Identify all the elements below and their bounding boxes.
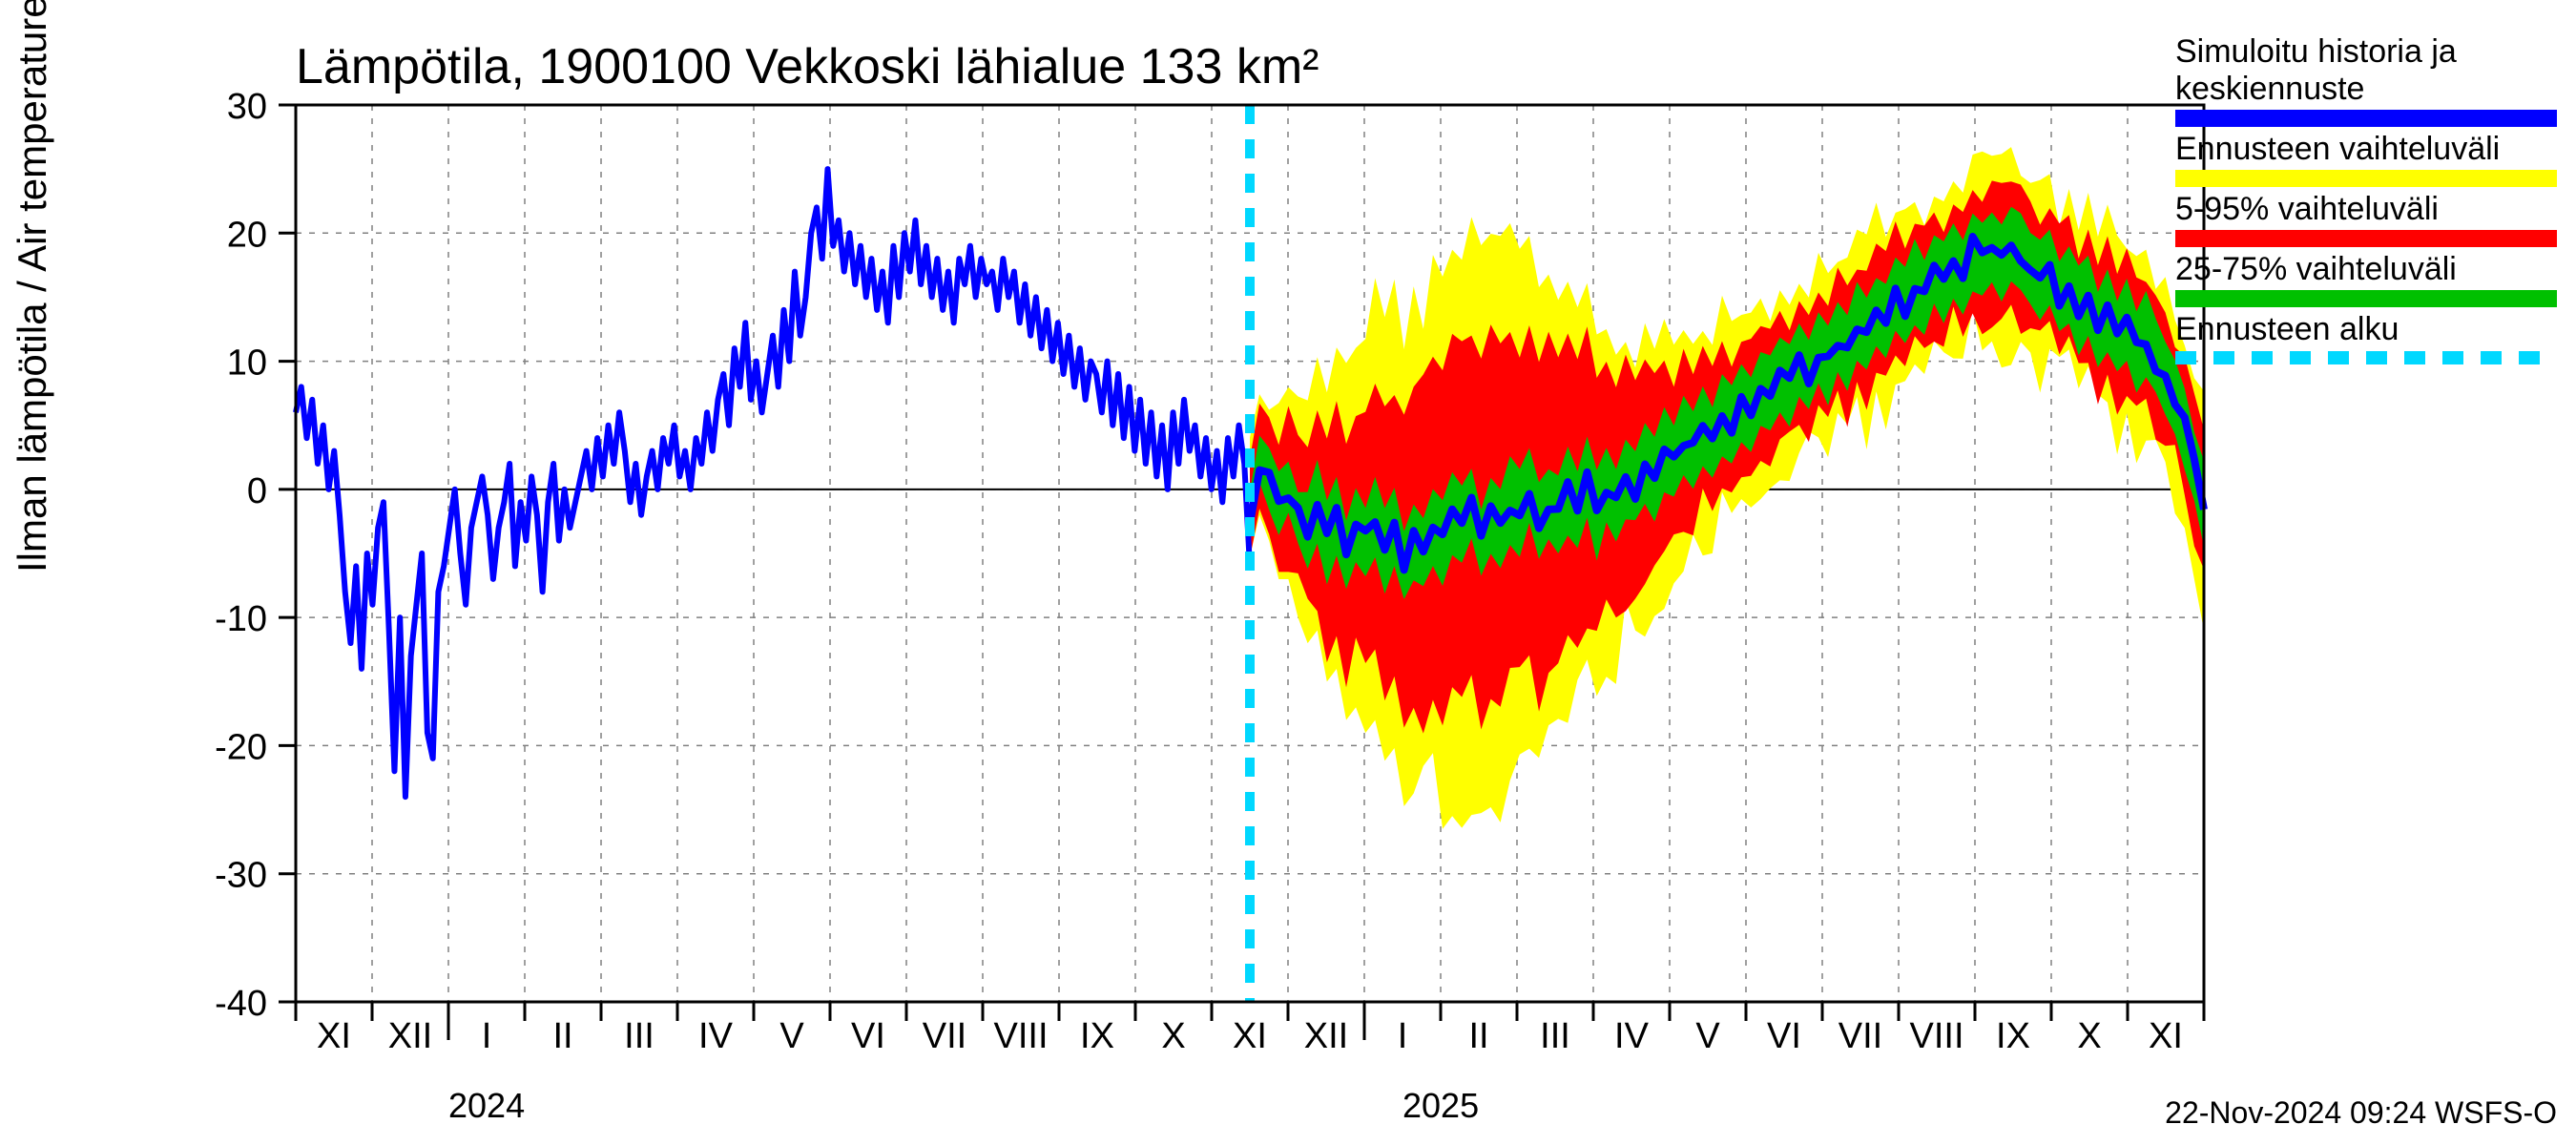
legend-label: Simuloitu historia ja keskiennuste	[2175, 33, 2557, 108]
legend-item-start: Ennusteen alku	[2175, 311, 2557, 364]
legend-item-sim: Simuloitu historia ja keskiennuste	[2175, 33, 2557, 127]
svg-text:-10: -10	[215, 599, 267, 639]
svg-text:V: V	[1695, 1016, 1720, 1056]
svg-text:XII: XII	[388, 1016, 432, 1056]
legend-label: 5-95% vaihteluväli	[2175, 191, 2557, 228]
svg-text:VIII: VIII	[1909, 1016, 1963, 1056]
legend-item-p50: 25-75% vaihteluväli	[2175, 251, 2557, 307]
svg-text:IX: IX	[1080, 1016, 1114, 1056]
svg-text:IV: IV	[698, 1016, 734, 1056]
svg-text:0: 0	[247, 471, 267, 511]
legend-label: 25-75% vaihteluväli	[2175, 251, 2557, 288]
svg-text:IX: IX	[1996, 1016, 2030, 1056]
svg-text:III: III	[624, 1016, 654, 1056]
svg-text:XI: XI	[1233, 1016, 1267, 1056]
svg-text:10: 10	[227, 344, 267, 384]
legend-label: Ennusteen vaihteluväli	[2175, 131, 2557, 168]
svg-text:-20: -20	[215, 727, 267, 767]
svg-text:VII: VII	[1839, 1016, 1882, 1056]
legend-swatch	[2175, 170, 2557, 187]
svg-text:I: I	[482, 1016, 492, 1056]
svg-text:II: II	[552, 1016, 572, 1056]
svg-text:30: 30	[227, 87, 267, 127]
svg-text:I: I	[1398, 1016, 1408, 1056]
svg-text:20: 20	[227, 215, 267, 255]
svg-text:X: X	[1161, 1016, 1185, 1056]
year-label-2025: 2025	[1402, 1086, 1479, 1126]
svg-text:VI: VI	[1767, 1016, 1801, 1056]
svg-text:-30: -30	[215, 856, 267, 896]
legend-item-p90: 5-95% vaihteluväli	[2175, 191, 2557, 247]
svg-text:VIII: VIII	[993, 1016, 1048, 1056]
legend-swatch	[2175, 230, 2557, 247]
legend-item-full: Ennusteen vaihteluväli	[2175, 131, 2557, 187]
svg-text:X: X	[2077, 1016, 2101, 1056]
legend-label: Ennusteen alku	[2175, 311, 2557, 348]
svg-text:XI: XI	[2149, 1016, 2183, 1056]
svg-text:III: III	[1540, 1016, 1570, 1056]
legend-swatch	[2175, 351, 2557, 364]
svg-text:XII: XII	[1304, 1016, 1348, 1056]
svg-text:IV: IV	[1614, 1016, 1650, 1056]
svg-text:VI: VI	[851, 1016, 885, 1056]
svg-text:II: II	[1468, 1016, 1488, 1056]
svg-text:V: V	[779, 1016, 804, 1056]
svg-text:VII: VII	[923, 1016, 966, 1056]
legend-swatch	[2175, 290, 2557, 307]
year-label-2024: 2024	[448, 1086, 525, 1126]
legend-swatch	[2175, 110, 2557, 127]
svg-text:XI: XI	[317, 1016, 351, 1056]
svg-text:-40: -40	[215, 984, 267, 1024]
legend: Simuloitu historia ja keskiennuste Ennus…	[2175, 33, 2557, 368]
